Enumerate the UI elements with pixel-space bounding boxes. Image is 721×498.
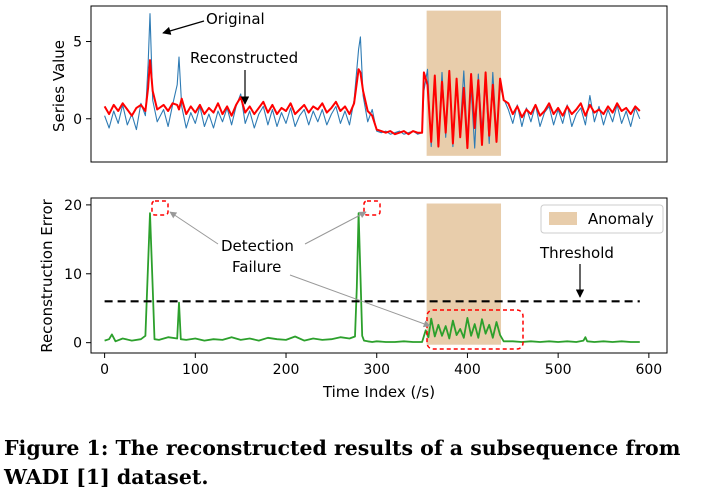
annotation-threshold: Threshold	[539, 244, 614, 262]
detection-arrow-2	[304, 211, 367, 245]
annotation-detection: Detection	[221, 237, 294, 255]
legend-anomaly-label: Anomaly	[588, 210, 654, 228]
anomaly-highlight-box	[426, 309, 524, 350]
reconstructed-series-line	[103, 59, 641, 150]
x-tick-label: 0	[100, 362, 109, 378]
bottom-y-axis-label: Reconstruction Error	[38, 198, 56, 352]
annotation-failure: Failure	[232, 258, 281, 276]
spike-highlight-box-1	[151, 200, 169, 216]
annotation-original-arrow	[162, 20, 205, 35]
bottom-anomaly-span	[426, 203, 502, 345]
bottom-y-tick-label: 10	[64, 267, 82, 283]
detection-arrow-3	[289, 274, 431, 328]
x-tick-label: 500	[545, 362, 572, 378]
top-y-tick-label: 5	[73, 35, 82, 51]
bottom-plot-frame	[90, 197, 668, 354]
x-tick-label: 200	[273, 362, 300, 378]
x-tick-label: 600	[635, 362, 662, 378]
annotation-reconstructed: Reconstructed	[190, 49, 298, 67]
x-tick-label: 400	[454, 362, 481, 378]
top-y-tick-label: 0	[73, 112, 82, 128]
x-tick-label: 100	[182, 362, 209, 378]
bottom-y-tick-label: 0	[73, 336, 82, 352]
bottom-y-tick-label: 20	[64, 198, 82, 214]
bottom-chart: 0 10 20 0 100 200 300 400 500 600 Reconstruction…	[38, 197, 668, 401]
top-y-axis-label: Series Value	[50, 40, 68, 132]
figure-caption: Figure 1: The reconstructed results of a…	[4, 436, 681, 489]
figure: 0 5 Series Value Original Reconstructed 0…	[38, 5, 668, 401]
original-series-line	[104, 13, 641, 149]
top-chart: 0 5 Series Value Original Reconstructed	[50, 5, 668, 163]
detection-arrow-1	[169, 211, 219, 245]
x-tick-label: 300	[363, 362, 390, 378]
spike-highlight-box-2	[363, 200, 381, 216]
legend: Anomaly	[540, 204, 664, 234]
legend-anomaly-swatch	[549, 212, 577, 225]
top-plot-frame	[90, 5, 668, 163]
x-axis-label: Time Index (/s)	[322, 383, 435, 401]
annotation-original: Original	[206, 10, 265, 28]
